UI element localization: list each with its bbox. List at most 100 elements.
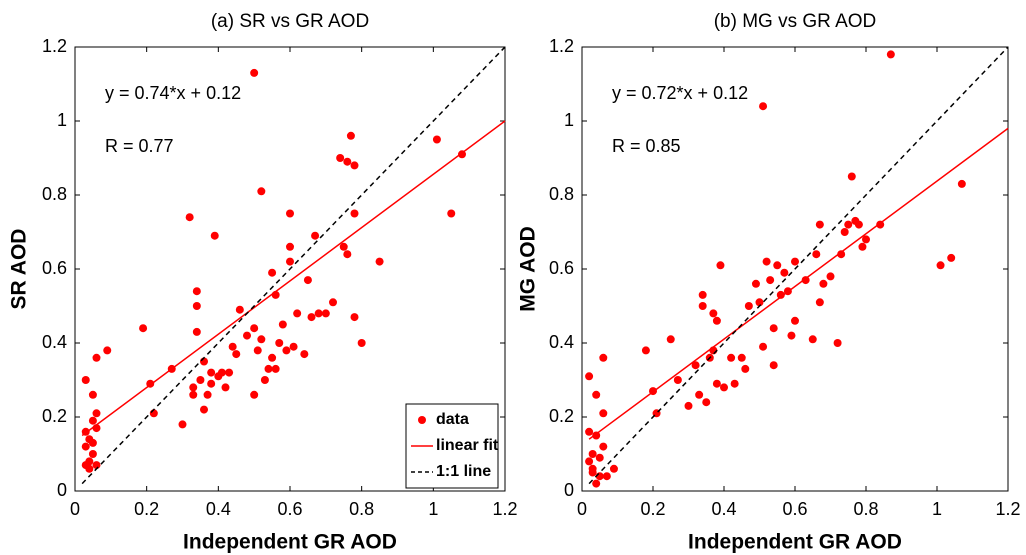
data-point — [314, 309, 323, 318]
data-point — [858, 242, 867, 251]
data-point — [712, 379, 721, 388]
data-point — [791, 316, 799, 325]
data-point — [840, 228, 849, 236]
x-tick-label: 0.8 — [853, 499, 878, 519]
data-point — [81, 376, 90, 384]
x-tick-label: 1 — [428, 499, 438, 519]
data-point — [673, 376, 682, 384]
data-point — [698, 302, 707, 310]
y-tick-label: 0.6 — [549, 258, 574, 278]
data-point — [588, 450, 597, 458]
data-point — [185, 213, 194, 222]
data-point — [210, 231, 219, 240]
data-point — [727, 353, 736, 362]
data-point — [264, 364, 273, 373]
chart-title: (a) SR vs GR AOD — [211, 11, 369, 32]
data-point — [260, 376, 269, 384]
data-point — [243, 331, 251, 340]
data-point — [203, 390, 212, 399]
data-point — [88, 390, 97, 399]
data-point — [815, 298, 824, 307]
data-point — [268, 268, 277, 277]
data-point — [178, 420, 187, 429]
data-point — [808, 335, 817, 344]
data-point — [595, 453, 604, 462]
data-point — [88, 438, 97, 447]
data-point — [730, 379, 739, 388]
data-point — [695, 390, 704, 399]
data-point — [103, 346, 112, 355]
data-point — [609, 464, 618, 473]
data-point — [375, 257, 384, 266]
data-point — [769, 324, 778, 333]
data-point — [250, 390, 259, 399]
data-point — [250, 324, 259, 333]
data-point — [321, 309, 330, 318]
data-point — [666, 335, 675, 344]
data-point — [599, 442, 608, 451]
data-point — [599, 409, 608, 418]
data-point — [769, 361, 778, 370]
fit-line — [588, 127, 1009, 440]
data-point — [139, 324, 148, 333]
data-point — [773, 261, 782, 270]
x-tick-label: 0.6 — [277, 499, 302, 519]
data-point — [339, 242, 348, 251]
data-point — [815, 220, 824, 229]
data-point — [432, 135, 441, 144]
data-point — [196, 376, 205, 384]
data-point — [741, 364, 750, 373]
data-point — [854, 220, 863, 229]
x-axis-label: Independent GR AOD — [183, 531, 397, 554]
annotation: y = 0.74*x + 0.12 — [105, 83, 241, 103]
x-axis-label: Independent GR AOD — [688, 531, 902, 554]
data-point — [92, 409, 101, 418]
data-point — [886, 50, 895, 59]
annotation: y = 0.72*x + 0.12 — [612, 83, 748, 103]
chart-title: (b) MG vs GR AOD — [714, 11, 877, 32]
data-point — [329, 298, 337, 307]
data-point — [755, 298, 764, 307]
data-point — [207, 368, 216, 377]
data-point — [253, 346, 262, 355]
plot-frame — [581, 46, 1009, 492]
x-tick-label: 0 — [577, 499, 587, 519]
data-point — [801, 276, 810, 285]
data-point — [641, 346, 650, 355]
data-point — [350, 209, 359, 218]
data-point — [228, 342, 237, 351]
data-point — [702, 398, 711, 407]
data-point — [88, 416, 97, 425]
x-tick-label: 1.2 — [492, 499, 517, 519]
data-point — [192, 287, 201, 296]
data-point — [268, 353, 277, 362]
data-point — [282, 346, 291, 355]
data-point — [286, 209, 294, 218]
y-tick-label: 1 — [564, 110, 574, 130]
data-point — [357, 339, 366, 347]
data-point — [709, 309, 718, 318]
data-point — [759, 102, 768, 111]
data-point — [812, 250, 821, 259]
data-point — [826, 272, 835, 281]
y-tick-label: 0.4 — [42, 332, 67, 352]
data-point — [936, 261, 945, 270]
x-tick-label: 1 — [932, 499, 942, 519]
data-point — [684, 401, 693, 410]
x-tick-label: 1.2 — [995, 499, 1020, 519]
y-tick-label: 1.2 — [549, 36, 574, 56]
reference-line — [588, 46, 1009, 485]
data-point — [81, 442, 90, 451]
data-point — [720, 383, 728, 392]
data-point — [776, 290, 785, 299]
data-point — [350, 313, 359, 322]
data-point — [232, 350, 241, 359]
plot-frame — [74, 46, 506, 492]
data-point — [250, 68, 259, 77]
x-tick-label: 0.6 — [782, 499, 807, 519]
data-point — [791, 257, 799, 266]
y-tick-label: 0.2 — [549, 406, 574, 426]
annotation: R = 0.77 — [105, 136, 174, 156]
reference-line — [81, 46, 506, 485]
data-point — [207, 379, 216, 388]
